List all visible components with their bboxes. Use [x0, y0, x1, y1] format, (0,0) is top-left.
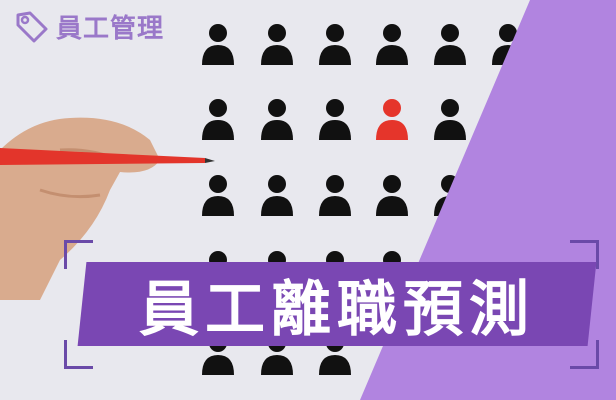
person-icon [202, 99, 234, 140]
category-tag: 員工管理 [14, 8, 164, 45]
person-icon [376, 24, 408, 65]
frame-corner-top-left [64, 240, 93, 269]
highlighted-person-icon [376, 99, 408, 140]
banner-title: 員工離職預測 [139, 274, 535, 345]
person-icon [434, 99, 466, 140]
person-icon [202, 175, 234, 216]
person-icon [319, 99, 351, 140]
person-icon [319, 24, 351, 65]
person-icon [376, 175, 408, 216]
person-icon [434, 24, 466, 65]
person-icon [261, 24, 293, 65]
person-icon [261, 99, 293, 140]
frame-corner-top-right [570, 240, 599, 269]
frame-corner-bottom-left [64, 340, 93, 369]
frame-corner-bottom-right [570, 340, 599, 369]
category-label: 員工管理 [56, 14, 165, 44]
person-icon [261, 175, 293, 216]
person-icon [319, 175, 351, 216]
person-icon [202, 24, 234, 65]
hand-with-pen [0, 117, 215, 300]
tag-icon [16, 11, 48, 42]
